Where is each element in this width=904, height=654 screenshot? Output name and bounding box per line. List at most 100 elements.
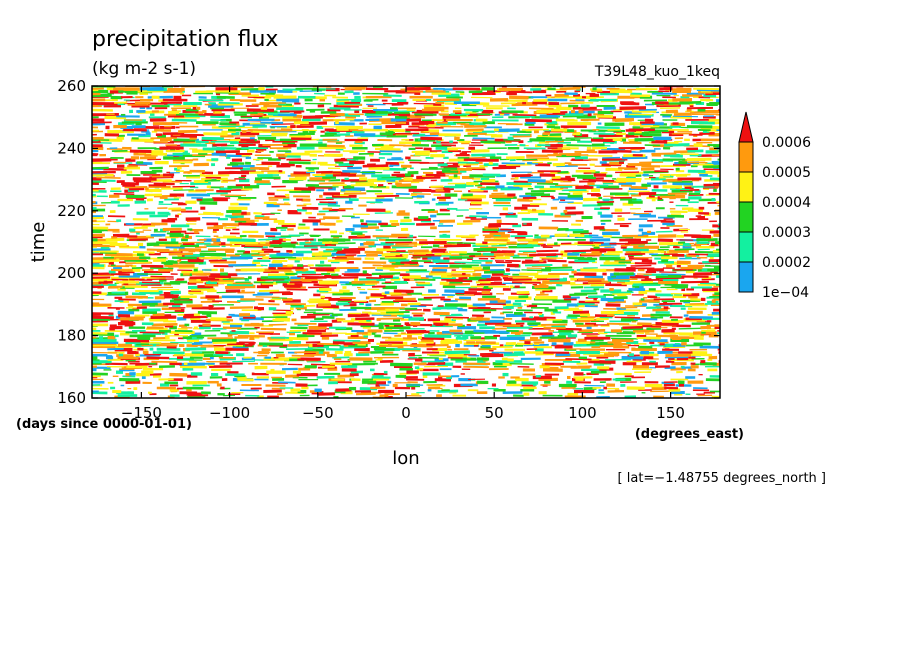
precip-streak xyxy=(220,194,247,197)
precip-streak xyxy=(672,115,699,118)
precip-streak xyxy=(203,174,230,177)
x-tick-label: 50 xyxy=(485,404,504,422)
precip-streak xyxy=(171,118,197,122)
precip-streak xyxy=(424,334,452,338)
precip-streak xyxy=(655,322,679,326)
precip-streak xyxy=(203,211,221,216)
precip-streak xyxy=(525,118,552,123)
x-axis-units: (degrees_east) xyxy=(635,427,744,442)
precip-streak xyxy=(297,275,320,278)
precip-streak xyxy=(212,340,237,344)
precip-streak xyxy=(562,114,591,118)
precip-streak xyxy=(565,358,592,361)
precip-streak xyxy=(536,136,563,141)
precip-streak xyxy=(255,296,280,298)
precip-streak xyxy=(110,273,130,276)
precip-streak xyxy=(198,256,223,260)
precip-streak xyxy=(651,152,677,155)
x-tick-label: −50 xyxy=(302,404,334,422)
precip-streak xyxy=(713,273,720,275)
precip-streak xyxy=(92,258,120,263)
precip-streak xyxy=(285,336,309,341)
precip-streak xyxy=(410,343,433,348)
precip-streak xyxy=(198,99,224,102)
precip-streak xyxy=(333,339,361,342)
precip-streak xyxy=(630,264,652,267)
precip-streak xyxy=(153,182,175,186)
precip-streak xyxy=(521,260,547,264)
precip-streak xyxy=(580,268,607,272)
precip-streak xyxy=(664,283,689,287)
precip-streak xyxy=(308,286,330,289)
precip-streak xyxy=(614,316,641,319)
precip-streak xyxy=(276,106,304,111)
precip-streak xyxy=(237,334,265,338)
x-tick-label: −150 xyxy=(121,404,162,422)
precip-streak xyxy=(395,241,418,246)
precip-streak xyxy=(584,275,604,279)
precip-streak xyxy=(151,323,178,327)
precip-streak xyxy=(686,157,712,162)
run-label: T39L48_kuo_1keq xyxy=(594,64,720,80)
precip-streak xyxy=(511,281,541,284)
precip-streak xyxy=(491,351,513,354)
precip-streak xyxy=(512,113,537,117)
precip-streak xyxy=(576,176,596,180)
y-axis: 160 180 200 220 240 260 xyxy=(57,77,720,407)
precip-streak xyxy=(463,365,489,369)
chart-title: precipitation flux xyxy=(92,27,278,52)
precip-streak xyxy=(606,322,630,326)
precip-streak xyxy=(92,351,118,354)
x-tick-label: 100 xyxy=(568,404,597,422)
precip-streak xyxy=(178,247,202,252)
y-tick-label: 240 xyxy=(57,139,86,157)
precip-streak xyxy=(514,115,535,118)
precip-streak xyxy=(678,327,703,330)
precip-streak xyxy=(376,317,405,320)
precip-streak xyxy=(600,297,625,302)
colorbar-label: 0.0005 xyxy=(762,165,811,181)
y-tick-label: 200 xyxy=(57,264,86,282)
colorbar-label: 0.0002 xyxy=(762,255,811,271)
precip-streak xyxy=(703,168,720,171)
y-axis-label: time xyxy=(28,222,49,263)
precip-streak xyxy=(258,238,280,241)
precip-streak xyxy=(578,329,606,333)
precip-streak xyxy=(406,330,430,334)
precip-streak xyxy=(556,327,582,331)
precip-streak xyxy=(454,334,475,337)
precip-streak xyxy=(566,144,592,147)
precip-streak xyxy=(536,249,559,253)
colorbar-extend-arrow xyxy=(738,111,754,143)
precip-streak xyxy=(590,138,615,143)
precip-streak xyxy=(207,192,228,195)
precip-streak xyxy=(564,249,592,253)
precip-streak xyxy=(132,250,155,254)
precip-streak xyxy=(387,110,415,113)
y-tick-label: 220 xyxy=(57,202,86,220)
precip-streak xyxy=(533,316,556,319)
precip-streak xyxy=(670,116,692,119)
colorbar-swatch xyxy=(738,141,754,173)
x-tick-label: −100 xyxy=(209,404,250,422)
precip-streak xyxy=(523,343,549,347)
precip-streak xyxy=(364,250,384,254)
colorbar-swatch xyxy=(738,231,754,263)
precip-streak xyxy=(537,134,562,138)
precip-streak xyxy=(264,268,292,272)
precip-streak xyxy=(432,320,456,323)
precip-streak xyxy=(558,196,584,200)
precip-streak xyxy=(362,164,389,168)
colorbar: 1e−04 0.0002 0.0003 0.0004 0.0005 0.0006 xyxy=(738,111,811,301)
y-axis-units: (days since 0000-01-01) xyxy=(16,417,192,432)
precip-streak xyxy=(347,313,370,318)
precip-streak xyxy=(636,336,661,340)
precip-streak xyxy=(416,175,441,180)
precip-streak xyxy=(146,248,170,252)
precip-streak xyxy=(492,166,517,170)
precip-streak xyxy=(539,256,563,259)
precip-streak xyxy=(416,109,439,114)
precip-streak xyxy=(173,189,194,191)
precip-streak xyxy=(179,365,207,369)
